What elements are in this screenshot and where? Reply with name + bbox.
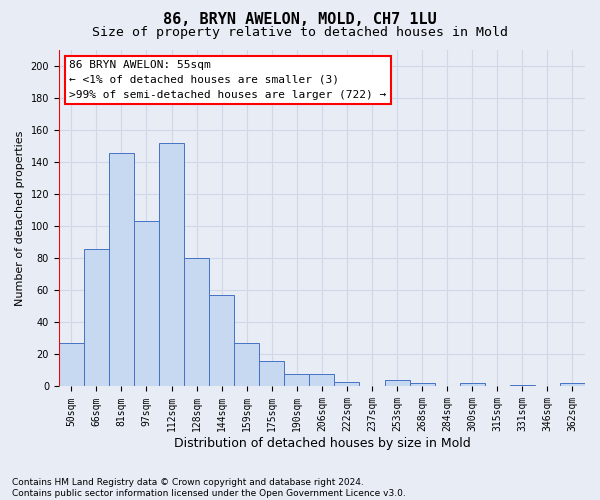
Bar: [560, 384, 585, 386]
Bar: [284, 374, 310, 386]
Bar: [59, 343, 84, 386]
Bar: [259, 361, 284, 386]
Bar: [109, 152, 134, 386]
Text: Contains HM Land Registry data © Crown copyright and database right 2024.
Contai: Contains HM Land Registry data © Crown c…: [12, 478, 406, 498]
Bar: [209, 295, 234, 386]
Text: 86, BRYN AWELON, MOLD, CH7 1LU: 86, BRYN AWELON, MOLD, CH7 1LU: [163, 12, 437, 28]
X-axis label: Distribution of detached houses by size in Mold: Distribution of detached houses by size …: [173, 437, 470, 450]
Bar: [84, 248, 109, 386]
Bar: [334, 382, 359, 386]
Text: Size of property relative to detached houses in Mold: Size of property relative to detached ho…: [92, 26, 508, 39]
Text: 86 BRYN AWELON: 55sqm
← <1% of detached houses are smaller (3)
>99% of semi-deta: 86 BRYN AWELON: 55sqm ← <1% of detached …: [70, 60, 386, 100]
Bar: [460, 384, 485, 386]
Bar: [134, 222, 159, 386]
Bar: [234, 343, 259, 386]
Bar: [510, 385, 535, 386]
Bar: [159, 143, 184, 386]
Y-axis label: Number of detached properties: Number of detached properties: [15, 130, 25, 306]
Bar: [184, 258, 209, 386]
Bar: [385, 380, 410, 386]
Bar: [310, 374, 334, 386]
Bar: [410, 384, 434, 386]
